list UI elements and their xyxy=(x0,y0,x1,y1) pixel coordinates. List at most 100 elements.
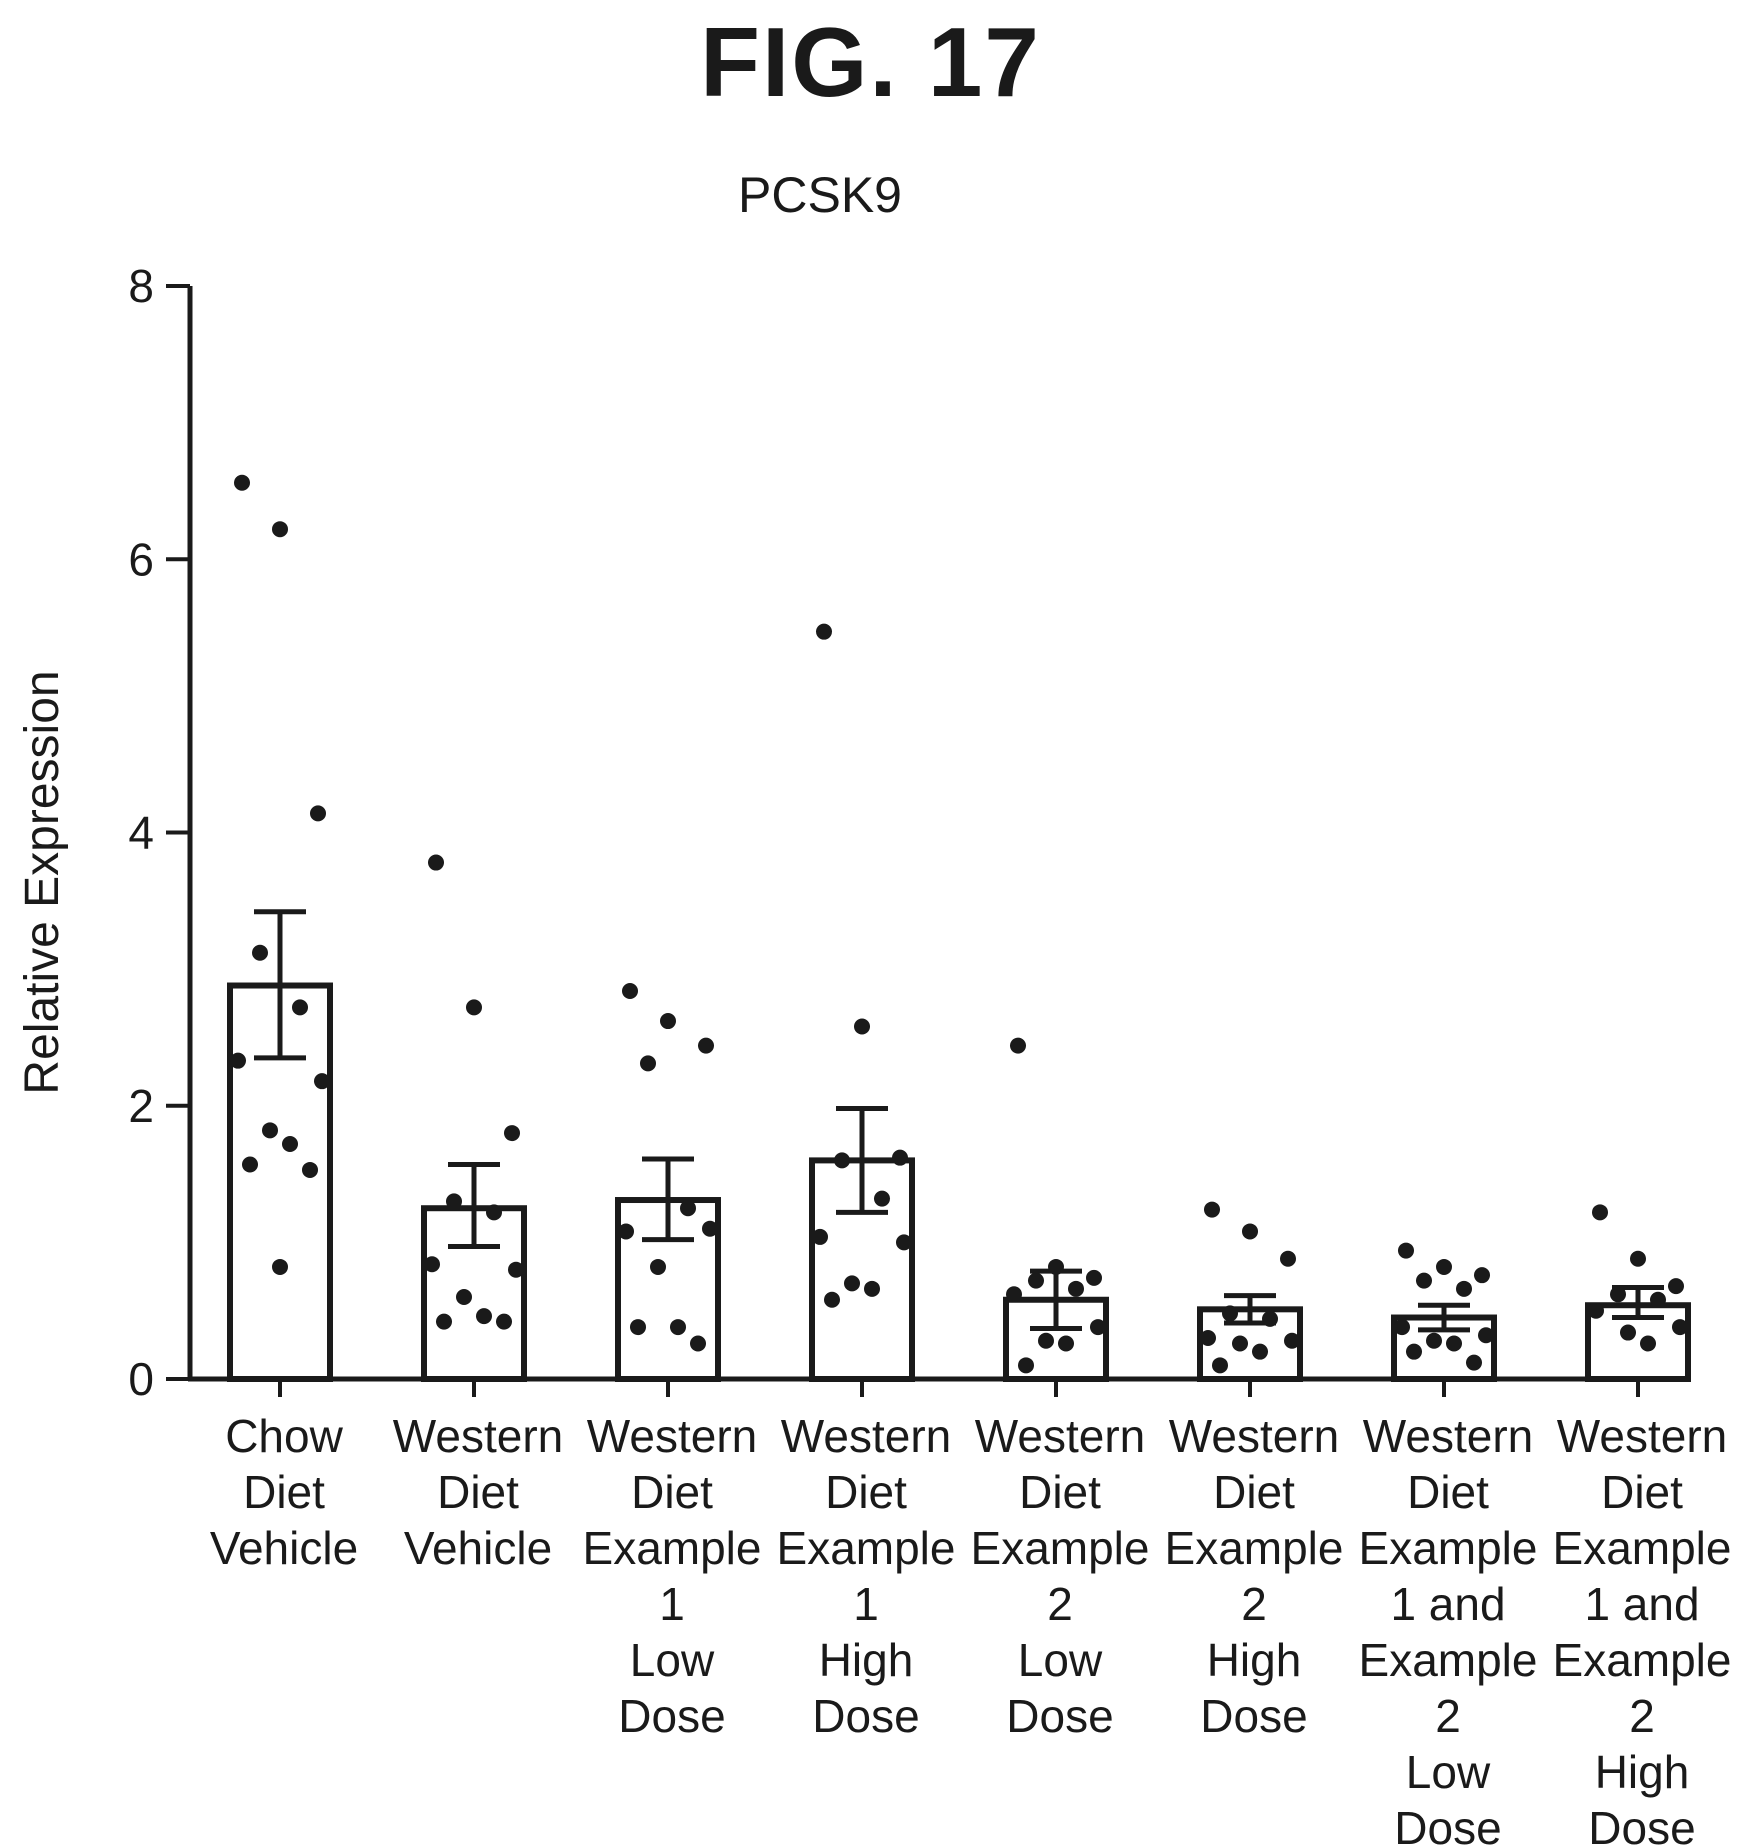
data-point xyxy=(1006,1286,1022,1303)
chart-title: PCSK9 xyxy=(738,167,902,223)
x-tick-label: 2 xyxy=(1047,1578,1073,1630)
x-tick-label: Example xyxy=(583,1522,762,1574)
data-point xyxy=(1630,1250,1646,1267)
data-point xyxy=(504,1125,520,1142)
x-tick-label: Vehicle xyxy=(210,1522,358,1574)
data-point xyxy=(476,1308,492,1325)
data-point xyxy=(1242,1223,1258,1240)
x-tick-label: Example xyxy=(777,1522,956,1574)
x-tick-label: 2 xyxy=(1629,1690,1655,1742)
data-point xyxy=(1058,1335,1074,1352)
figure-label: FIG. 17 xyxy=(700,7,1041,117)
data-point xyxy=(252,944,268,961)
data-point xyxy=(1406,1343,1422,1360)
data-point xyxy=(670,1319,686,1336)
data-point xyxy=(618,1223,634,1240)
data-point xyxy=(660,1013,676,1030)
x-tick-label: Dose xyxy=(618,1690,725,1742)
data-point xyxy=(486,1204,502,1221)
data-point xyxy=(1284,1332,1300,1349)
data-point xyxy=(1232,1335,1248,1352)
x-tick-label: Example xyxy=(1553,1634,1732,1686)
error-bars-group xyxy=(254,909,1664,1333)
x-tick-label: Vehicle xyxy=(404,1522,552,1574)
x-tick-label: Chow xyxy=(225,1410,343,1462)
data-point xyxy=(1426,1332,1442,1349)
x-tick-label: Western xyxy=(975,1410,1145,1462)
x-tick-label: Diet xyxy=(1407,1466,1489,1518)
data-point xyxy=(292,999,308,1016)
data-point xyxy=(1394,1319,1410,1336)
x-tick-label: Dose xyxy=(1006,1690,1113,1742)
x-tick-label: Western xyxy=(1169,1410,1339,1462)
x-tick-label: 1 xyxy=(659,1578,685,1630)
data-points-group xyxy=(230,474,1688,1374)
data-point xyxy=(1668,1278,1684,1295)
x-tick-label: Dose xyxy=(1200,1690,1307,1742)
x-tick-label: Diet xyxy=(1601,1466,1683,1518)
x-tick-label: Example xyxy=(1359,1522,1538,1574)
data-point xyxy=(302,1161,318,1178)
data-point xyxy=(1466,1354,1482,1371)
axes-group xyxy=(187,286,1680,1397)
data-point xyxy=(1086,1269,1102,1286)
data-point xyxy=(1204,1201,1220,1218)
data-point xyxy=(1650,1291,1666,1308)
data-point xyxy=(1280,1250,1296,1267)
x-tick-label: Dose xyxy=(1588,1802,1695,1848)
data-point xyxy=(508,1261,524,1278)
x-tick-label: Western xyxy=(587,1410,757,1462)
data-point xyxy=(1010,1037,1026,1054)
data-point xyxy=(1592,1204,1608,1221)
data-point xyxy=(428,854,444,871)
data-point xyxy=(436,1313,452,1330)
data-point xyxy=(272,521,288,538)
data-point xyxy=(1436,1258,1452,1275)
x-tick-label: Western xyxy=(1557,1410,1727,1462)
x-tick-label: 1 and xyxy=(1390,1578,1505,1630)
x-tick-label: Dose xyxy=(812,1690,919,1742)
y-tick-label: 6 xyxy=(128,533,154,585)
data-point xyxy=(1200,1330,1216,1347)
data-point xyxy=(690,1335,706,1352)
y-tick-label: 2 xyxy=(128,1080,154,1132)
data-point xyxy=(812,1228,828,1245)
data-point xyxy=(824,1291,840,1308)
x-tick-label: 2 xyxy=(1435,1690,1461,1742)
data-point xyxy=(1018,1357,1034,1374)
data-point xyxy=(262,1122,278,1139)
data-point xyxy=(242,1156,258,1173)
data-point xyxy=(1478,1327,1494,1344)
x-tick-label: 2 xyxy=(1241,1578,1267,1630)
data-point xyxy=(230,1052,246,1069)
data-point xyxy=(650,1258,666,1275)
y-tick-label: 8 xyxy=(128,260,154,312)
data-point xyxy=(896,1234,912,1251)
data-point xyxy=(844,1275,860,1292)
x-tick-label: Dose xyxy=(1394,1802,1501,1848)
data-point xyxy=(446,1193,462,1210)
x-tick-label: Diet xyxy=(243,1466,325,1518)
x-tick-label: High xyxy=(1207,1634,1302,1686)
x-tick-label: Diet xyxy=(1213,1466,1295,1518)
y-ticks-group: 0 2 4 6 8 xyxy=(128,260,190,1405)
data-point xyxy=(680,1200,696,1217)
data-point xyxy=(1222,1305,1238,1322)
data-point xyxy=(1588,1302,1604,1319)
y-tick-label: 0 xyxy=(128,1353,154,1405)
x-tick-label: Diet xyxy=(437,1466,519,1518)
x-tick-label: Western xyxy=(1363,1410,1533,1462)
data-point xyxy=(1212,1357,1228,1374)
data-point xyxy=(1672,1319,1688,1336)
data-point xyxy=(630,1319,646,1336)
x-tick-label: Example xyxy=(1165,1522,1344,1574)
data-point xyxy=(1446,1335,1462,1352)
x-tick-label: 1 and xyxy=(1584,1578,1699,1630)
data-point xyxy=(314,1073,330,1090)
x-labels-group: ChowDietVehicleWesternDietVehicleWestern… xyxy=(210,1410,1732,1848)
data-point xyxy=(698,1037,714,1054)
data-point xyxy=(1474,1267,1490,1284)
x-tick-label: Diet xyxy=(825,1466,907,1518)
data-point xyxy=(234,474,250,491)
